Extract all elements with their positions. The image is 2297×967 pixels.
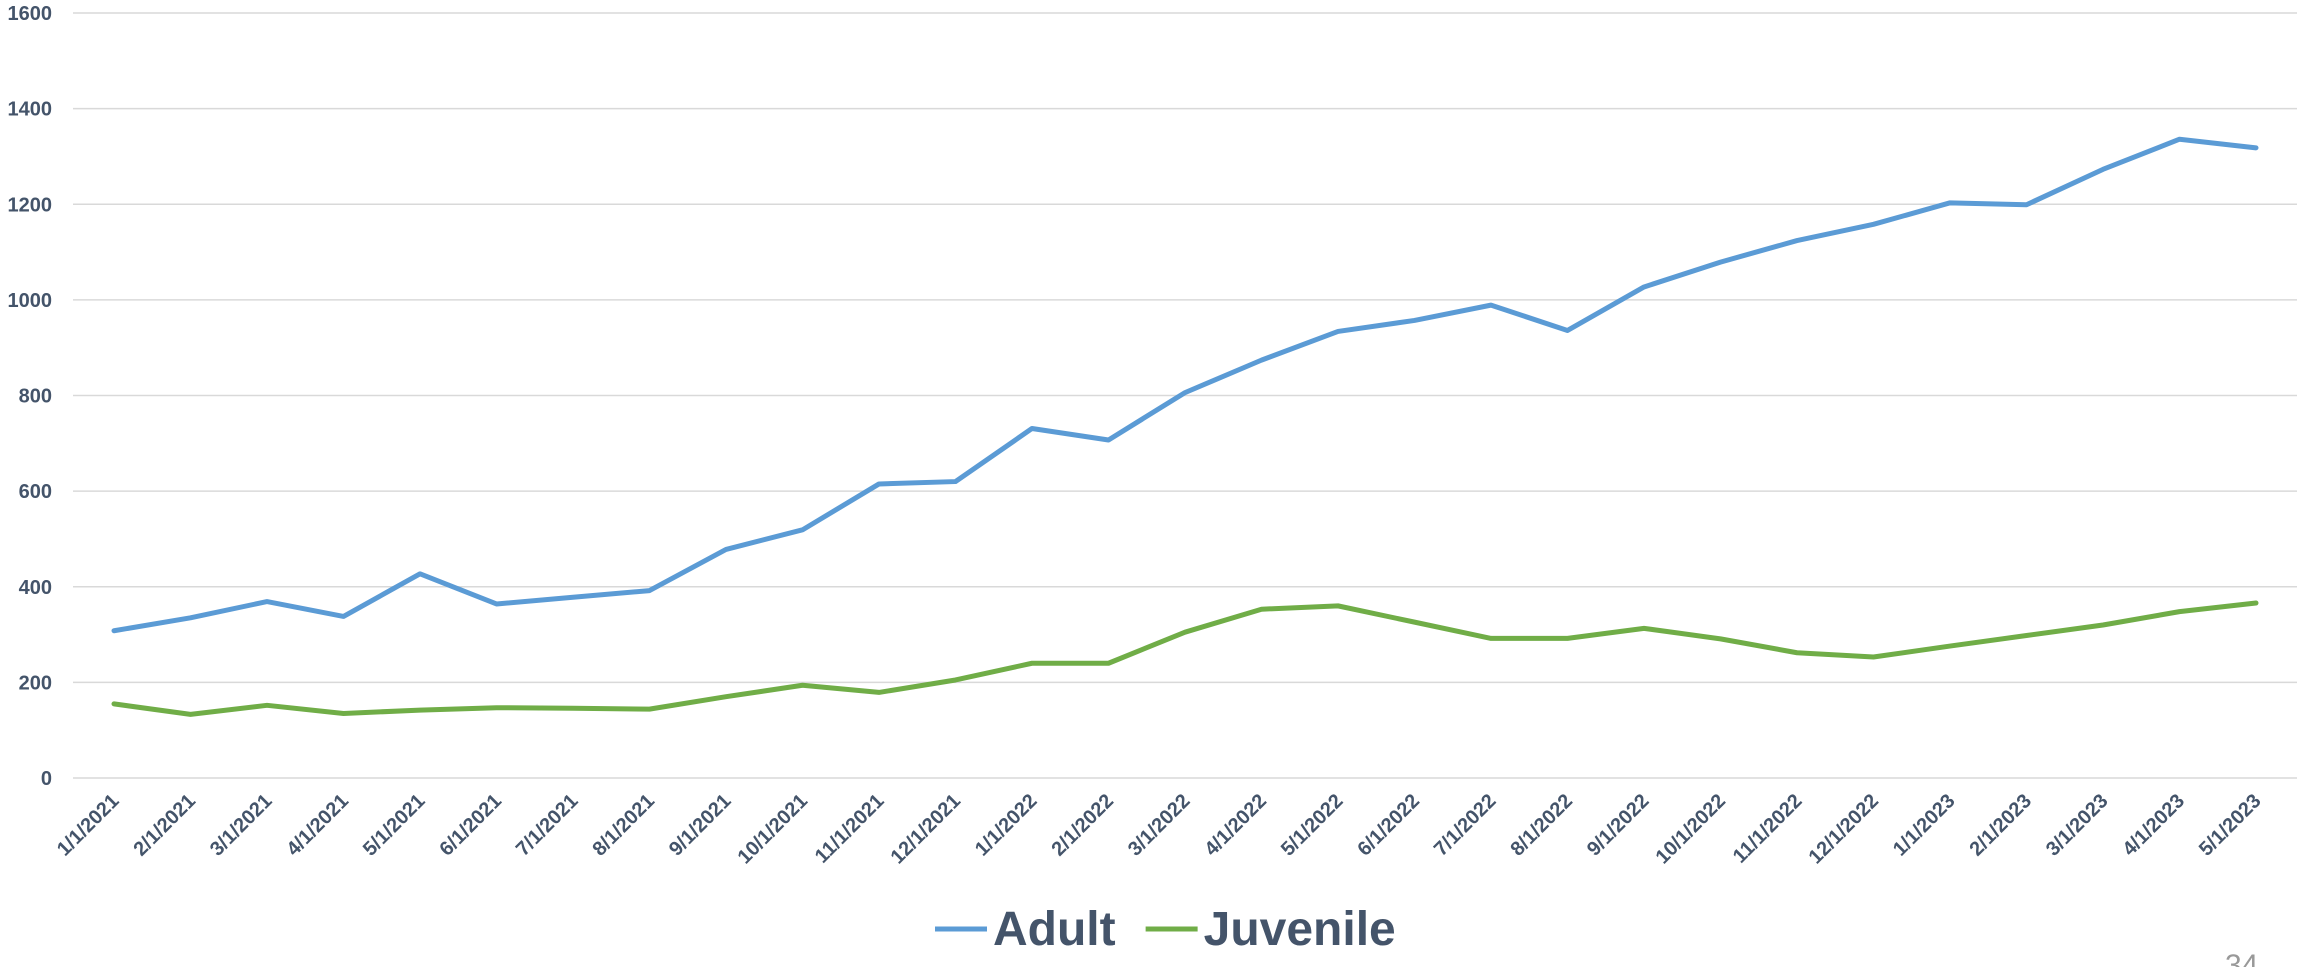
y-tick-label: 600 bbox=[19, 481, 52, 503]
legend: Adult Juvenile bbox=[935, 903, 1396, 956]
x-tick-label: 4/1/2021 bbox=[282, 790, 353, 861]
legend-label: Juvenile bbox=[1204, 903, 1396, 956]
x-tick-label: 3/1/2023 bbox=[2042, 790, 2113, 861]
page-number: 34 bbox=[2225, 949, 2258, 967]
x-tick-label: 2/1/2021 bbox=[129, 790, 200, 861]
x-tick-label: 6/1/2022 bbox=[1353, 790, 1424, 861]
x-tick-label: 10/1/2022 bbox=[1652, 790, 1730, 868]
y-tick-label: 0 bbox=[41, 768, 52, 790]
x-tick-label: 8/1/2022 bbox=[1506, 790, 1577, 861]
x-tick-label: 4/1/2023 bbox=[2118, 790, 2189, 861]
y-tick-label: 1600 bbox=[8, 3, 53, 25]
x-tick-label: 6/1/2021 bbox=[435, 790, 506, 861]
x-tick-label: 1/1/2022 bbox=[971, 790, 1042, 861]
x-tick-label: 5/1/2023 bbox=[2195, 790, 2266, 861]
x-tick-label: 7/1/2021 bbox=[512, 790, 583, 861]
x-tick-label: 2/1/2022 bbox=[1047, 790, 1118, 861]
series-line bbox=[111, 136, 2259, 634]
y-tick-label: 1400 bbox=[8, 99, 53, 121]
y-tick-label: 1000 bbox=[8, 290, 53, 312]
x-tick-label: 8/1/2021 bbox=[588, 790, 659, 861]
y-tick-label: 400 bbox=[19, 577, 52, 599]
x-tick-label: 3/1/2021 bbox=[206, 790, 277, 861]
x-tick-label: 10/1/2021 bbox=[734, 790, 812, 868]
x-tick-label: 2/1/2023 bbox=[1965, 790, 2036, 861]
x-tick-label: 4/1/2022 bbox=[1200, 790, 1271, 861]
x-tick-label: 3/1/2022 bbox=[1124, 790, 1195, 861]
x-tick-label: 5/1/2022 bbox=[1277, 790, 1348, 861]
y-tick-label: 1200 bbox=[8, 194, 53, 216]
x-tick-label: 1/1/2023 bbox=[1889, 790, 1960, 861]
x-tick-label: 11/1/2021 bbox=[811, 790, 889, 868]
x-tick-label: 12/1/2021 bbox=[887, 790, 965, 868]
x-tick-label: 12/1/2022 bbox=[1805, 790, 1883, 868]
x-tick-label: 5/1/2021 bbox=[359, 790, 430, 861]
x-tick-label: 9/1/2022 bbox=[1583, 790, 1654, 861]
x-tick-label: 11/1/2022 bbox=[1729, 790, 1807, 868]
x-tick-label: 1/1/2021 bbox=[53, 790, 124, 861]
x-tick-label: 9/1/2021 bbox=[665, 790, 736, 861]
y-tick-label: 200 bbox=[19, 672, 52, 694]
y-tick-label: 800 bbox=[19, 386, 52, 408]
x-tick-label: 7/1/2022 bbox=[1430, 790, 1501, 861]
legend-label: Adult bbox=[993, 903, 1116, 956]
series-line bbox=[111, 600, 2259, 717]
